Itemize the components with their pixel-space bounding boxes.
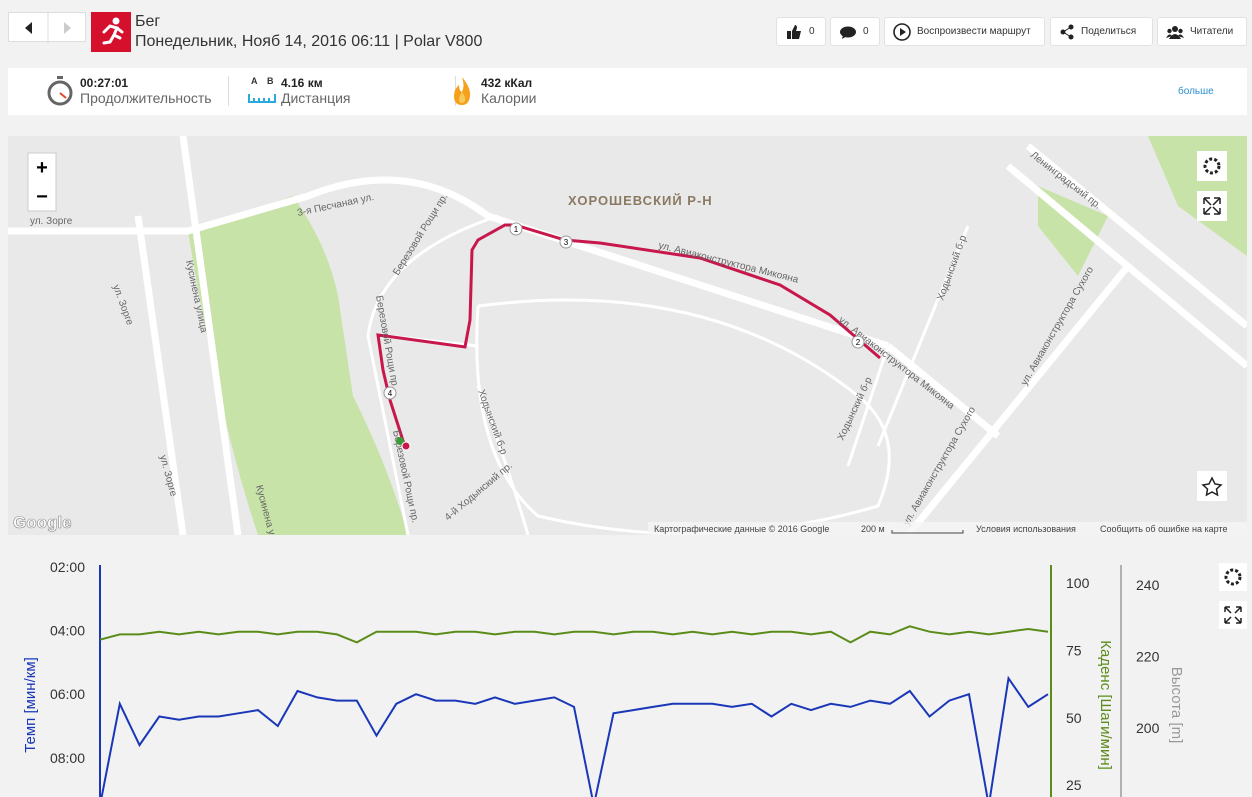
forward-button[interactable] [64,22,71,34]
route-markers: 1 2 3 4 [383,222,865,451]
y2-tick-label: 75 [1066,643,1082,659]
like-icon [787,24,801,39]
map-label: ХОРОШЕВСКИЙ Р-Н [568,193,713,208]
share-label: Поделиться [1081,26,1137,37]
route-marker: 3 [564,238,569,247]
distance-end: B [267,76,274,86]
map: ул. Зорге 3-я Песчаная ул. ХОРОШЕВСКИЙ Р… [8,136,1247,535]
ruler-icon [248,94,276,103]
flame-icon [454,77,471,105]
y-tick-label: 02:00 [50,559,85,575]
map-scale: 200 м [861,524,885,534]
distance-start: A [251,76,258,86]
activity-title: Бег [135,13,161,30]
route-marker: 2 [856,338,861,347]
zoom-in-button[interactable]: + [36,157,48,179]
map-label: ул. Зорге [30,216,73,227]
zoom-control [27,152,57,212]
map-settings-button[interactable] [1197,151,1227,181]
comment-count: 0 [863,26,869,37]
more-link[interactable]: больше [1178,86,1214,97]
distance-label: Дистанция [281,90,351,106]
play-icon [893,22,911,41]
chart-settings-button[interactable] [1219,563,1247,591]
y2-tick-label: 50 [1066,710,1082,726]
share-icon [1060,24,1074,39]
y3-tick-label: 220 [1136,648,1160,664]
route-marker: 4 [388,389,393,398]
map-report-link[interactable]: Сообщить об ошибке на карте [1100,524,1227,534]
series-line [100,675,1049,797]
duration-label: Продолжительность [80,90,212,106]
y-tick-label: 04:00 [50,623,85,639]
divider [228,76,229,106]
y3-axis-title: Высота [m] [1168,667,1185,744]
y2-tick-label: 100 [1066,575,1090,591]
calories-value: 432 кКал [481,76,533,90]
zoom-out-button[interactable]: − [36,186,48,208]
y-tick-label: 08:00 [50,750,85,766]
calories-label: Калории [481,90,537,106]
chart-fullscreen-button[interactable] [1219,601,1247,629]
sport-icon [91,12,131,52]
stopwatch-icon [47,76,73,106]
like-button[interactable]: 0 [776,17,826,46]
google-logo: Google [13,513,72,532]
plot-area [100,625,1049,797]
back-button[interactable] [25,22,32,34]
y3-tick-label: 200 [1136,720,1160,736]
play-route-button[interactable]: Воспроизвести маршрут [884,17,1045,46]
like-count: 0 [809,26,815,37]
share-button[interactable]: Поделиться [1050,17,1153,46]
nav-buttons [8,12,86,43]
activity-subtitle: Понедельник, Нояб 14, 2016 06:11 | Polar… [135,33,483,50]
duration-value: 00:27:01 [80,76,129,90]
comment-icon [840,26,856,39]
favorite-button[interactable] [1197,471,1227,501]
comment-button[interactable]: 0 [830,17,880,46]
play-route-label: Воспроизвести маршрут [917,26,1031,37]
map-terms-link[interactable]: Условия использования [976,524,1076,534]
nav-icons [25,13,71,43]
y-axis-title: Темп [мин/км] [22,657,39,753]
y3-tick-label: 240 [1136,577,1160,593]
y2-tick-label: 25 [1066,777,1082,793]
y2-axis-title: Каденс [Шаги/мин] [1097,640,1114,770]
readers-label: Читатели [1190,26,1234,37]
map-fullscreen-button[interactable] [1197,191,1227,221]
chart: 02:00 04:00 06:00 08:00 25 50 75 100 200 220 240 Те… [22,559,1247,797]
series-line [100,625,1049,644]
map-data-credit: Картографические данные © 2016 Google [654,524,829,534]
readers-icon [1166,25,1184,39]
route-marker: 1 [514,225,519,234]
distance-value: 4.16 км [281,76,323,90]
y-tick-label: 06:00 [50,686,85,702]
readers-button[interactable]: Читатели [1157,17,1247,46]
summary-strip: 00:27:01 Продолжительность A B 4.16 км Д… [8,68,1247,115]
